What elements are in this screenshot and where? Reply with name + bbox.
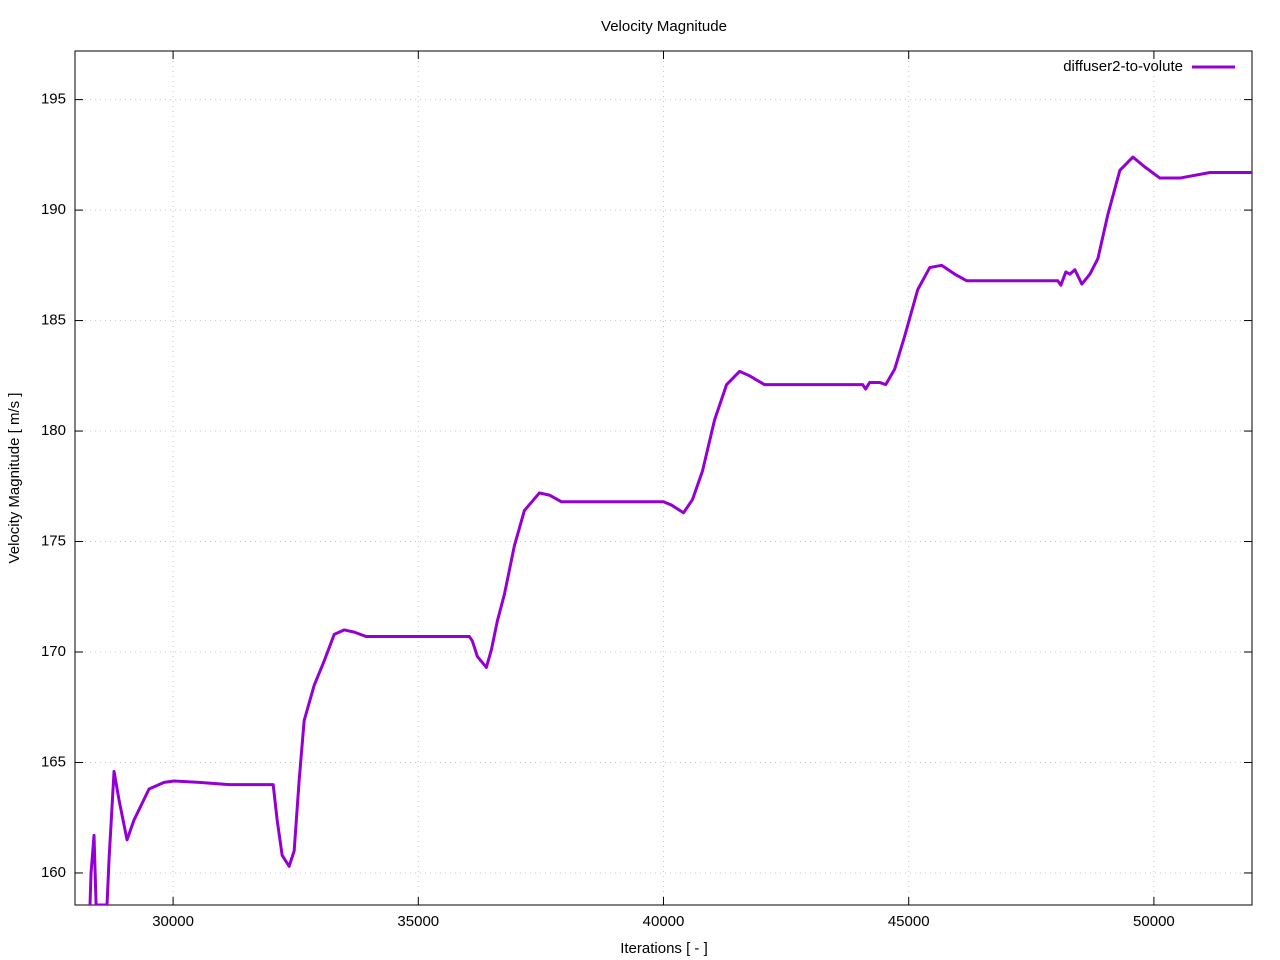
data-line [88, 155, 1252, 905]
legend-label: diffuser2-to-volute [1063, 58, 1183, 75]
x-tick-label: 40000 [643, 913, 685, 930]
y-tick-label: 175 [41, 532, 66, 549]
x-tick-label: 35000 [397, 913, 439, 930]
y-tick-label: 160 [41, 864, 66, 881]
chart-title: Velocity Magnitude [601, 18, 727, 35]
y-tick-label: 170 [41, 643, 66, 660]
y-tick-label: 185 [41, 312, 66, 329]
x-tick-label: 30000 [152, 913, 194, 930]
y-tick-label: 180 [41, 422, 66, 439]
y-tick-label: 190 [41, 201, 66, 218]
x-tick-label: 45000 [888, 913, 930, 930]
grid [75, 51, 1252, 905]
y-axis-label: Velocity Magnitude [ m/s ] [6, 393, 23, 564]
y-tick-label: 195 [41, 91, 66, 108]
x-axis-label: Iterations [ - ] [620, 940, 708, 957]
x-tick-label: 50000 [1133, 913, 1175, 930]
y-tick-label: 165 [41, 753, 66, 770]
